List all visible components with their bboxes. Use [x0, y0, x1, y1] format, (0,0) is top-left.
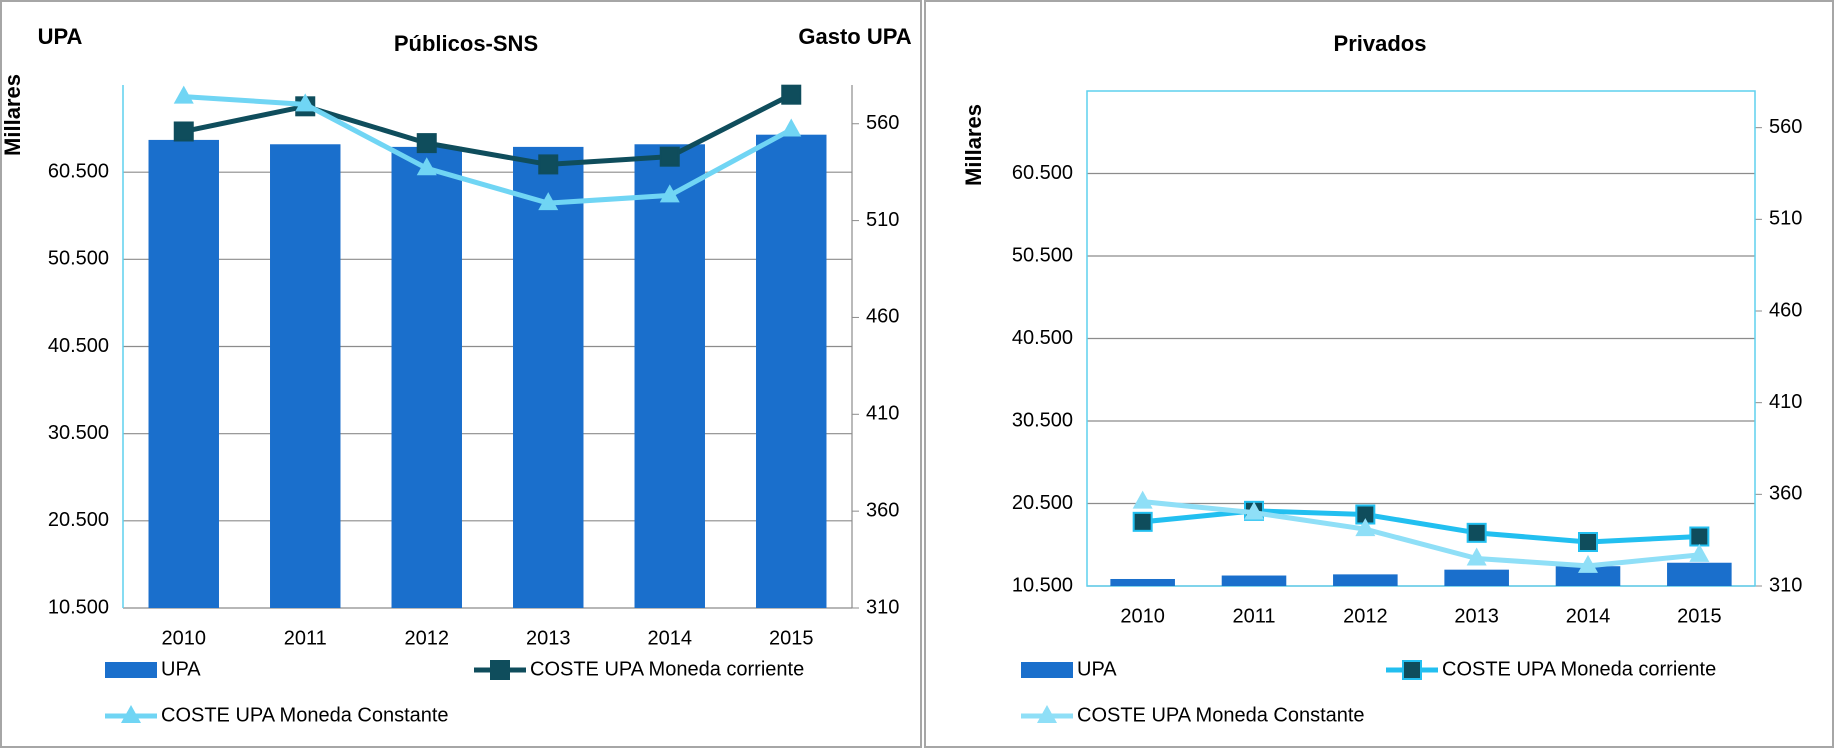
line-marker [1402, 660, 1422, 680]
line [1142, 499, 1700, 569]
legend-label: COSTE UPA Moneda Constante [1077, 704, 1365, 726]
bar [756, 134, 827, 608]
x-tick-label: 2014 [648, 627, 693, 649]
y2-tick-label: 360 [1769, 483, 1802, 505]
bar [513, 146, 584, 608]
legend-label: UPA [161, 658, 201, 680]
y2-tick-label: 410 [1769, 391, 1802, 413]
chart-title: Privados [1334, 31, 1427, 56]
panel-frame [0, 0, 922, 748]
panel-frame [924, 0, 1834, 748]
bar [1221, 575, 1287, 586]
y2-tick-label: 460 [1769, 299, 1802, 321]
y-tick-label: 50.500 [48, 248, 109, 270]
y2-tick-label: 310 [866, 596, 899, 618]
y-axis-label: Millares [0, 74, 25, 156]
line-marker [416, 133, 437, 154]
y-tick-label: 40.500 [1012, 327, 1073, 349]
bar [1110, 578, 1175, 586]
y2-tick-label: 310 [1769, 574, 1802, 596]
line-marker [295, 93, 316, 112]
plot-frame [1086, 90, 1756, 587]
y-tick-label: 20.500 [48, 509, 109, 531]
x-tick-label: 2014 [1566, 605, 1611, 627]
legend-label: COSTE UPA Moneda corriente [530, 658, 804, 680]
line-marker [1355, 518, 1376, 537]
legend-label: UPA [1077, 658, 1117, 680]
line-marker [1466, 547, 1487, 566]
y2-tick-label: 560 [1769, 116, 1802, 138]
legend-swatch [1021, 662, 1073, 678]
line-marker [490, 660, 510, 680]
y2-tick-label: 360 [866, 499, 899, 521]
legend-swatch [105, 662, 157, 678]
line-marker [659, 184, 680, 203]
line-marker [173, 85, 194, 104]
bar [1333, 574, 1398, 586]
line [183, 94, 793, 206]
y-tick-label: 20.500 [1012, 492, 1073, 514]
bar [634, 144, 705, 609]
y2-tick-label: 560 [866, 112, 899, 134]
x-tick-label: 2015 [1677, 605, 1722, 627]
bar [1667, 562, 1732, 586]
line-marker [1578, 532, 1598, 552]
line-marker [121, 705, 141, 723]
line-marker [173, 121, 194, 142]
line-marker [1466, 522, 1487, 543]
x-tick-label: 2011 [1232, 605, 1275, 627]
line-marker [1689, 526, 1710, 547]
line-marker [1578, 554, 1598, 573]
y-tick-label: 30.500 [48, 422, 109, 444]
line-marker [781, 118, 802, 137]
y-tick-label: 60.500 [1012, 162, 1073, 184]
y-tick-label: 50.500 [1012, 244, 1073, 266]
y2-tick-label: 410 [866, 403, 899, 425]
bar [391, 146, 462, 608]
y2-tick-label: 510 [866, 209, 899, 231]
x-tick-label: 2013 [526, 627, 571, 649]
x-tick-label: 2013 [1454, 605, 1499, 627]
bar [1444, 569, 1509, 586]
legend-label: COSTE UPA Moneda corriente [1442, 658, 1716, 680]
bar [1555, 566, 1621, 586]
line-marker [1244, 501, 1264, 520]
bar [148, 139, 219, 609]
line [183, 92, 793, 167]
legend-label: COSTE UPA Moneda Constante [161, 704, 449, 726]
y-axis-title: UPA [38, 24, 83, 49]
y-tick-label: 10.500 [1012, 574, 1073, 596]
line-marker [538, 154, 559, 175]
y-tick-label: 40.500 [48, 335, 109, 357]
line-marker [1037, 705, 1057, 723]
line-marker [1689, 543, 1710, 562]
x-tick-label: 2015 [769, 627, 814, 649]
y-tick-label: 10.500 [48, 596, 109, 618]
y-tick-label: 30.500 [1012, 409, 1073, 431]
line [1142, 508, 1700, 545]
x-tick-label: 2012 [405, 627, 450, 649]
x-tick-label: 2010 [162, 627, 207, 649]
y2-tick-label: 460 [866, 306, 899, 328]
line-marker [538, 192, 559, 211]
x-tick-label: 2010 [1120, 605, 1165, 627]
y-tick-label: 60.500 [48, 160, 109, 182]
line-marker [1132, 490, 1153, 509]
x-tick-label: 2011 [284, 627, 327, 649]
y2-tick-label: 510 [1769, 208, 1802, 230]
chart-title: Públicos-SNS [394, 31, 538, 56]
y2-axis-title: Gasto UPA [798, 24, 911, 49]
bar [270, 144, 341, 609]
y-axis-label: Millares [961, 104, 986, 186]
line-marker [659, 146, 680, 167]
line-marker [1132, 511, 1153, 532]
line-marker [781, 84, 802, 105]
line-marker [416, 157, 437, 176]
x-tick-label: 2012 [1343, 605, 1388, 627]
